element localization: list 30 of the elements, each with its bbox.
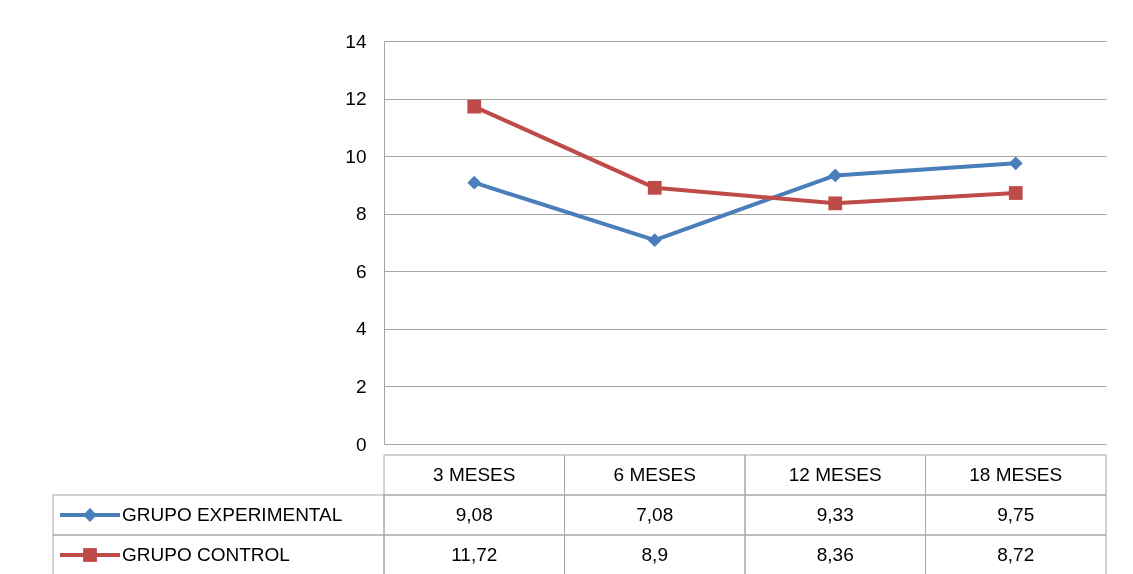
legend-label: GRUPO CONTROL: [122, 544, 290, 565]
data-label: 8,72: [997, 544, 1035, 565]
point: [1008, 156, 1023, 171]
point: [467, 175, 482, 190]
x-tick-label: 6 MESES: [613, 464, 696, 485]
x-tick-label: 3 MESES: [433, 464, 516, 485]
point: [467, 99, 482, 114]
y-tick-label: 6: [355, 260, 367, 282]
data-label: 7,08: [636, 504, 674, 525]
y-tick-label: 8: [355, 203, 367, 225]
point: [647, 180, 662, 195]
x-tick-label: 12 MESES: [788, 464, 882, 485]
data-label: 9,33: [816, 504, 854, 525]
y-tick-label: 2: [355, 375, 367, 397]
data-label: 9,75: [997, 504, 1035, 525]
y-tick-label: 14: [345, 30, 367, 52]
data-label: 9,08: [455, 504, 493, 525]
x-tick-label: 18 MESES: [969, 464, 1063, 485]
point: [828, 168, 843, 183]
y-tick-label: 0: [355, 433, 367, 455]
y-tick-label: 4: [355, 318, 367, 340]
legend-label: GRUPO EXPERIMENTAL: [122, 504, 343, 525]
y-tick-label: 10: [345, 145, 367, 167]
y-tick-label: 12: [345, 88, 367, 110]
data-label: 8,36: [816, 544, 854, 565]
point: [828, 196, 843, 211]
data-label: 11,72: [451, 544, 498, 565]
point: [647, 233, 662, 248]
point: [1008, 186, 1023, 200]
data-label: 8,9: [641, 544, 668, 565]
